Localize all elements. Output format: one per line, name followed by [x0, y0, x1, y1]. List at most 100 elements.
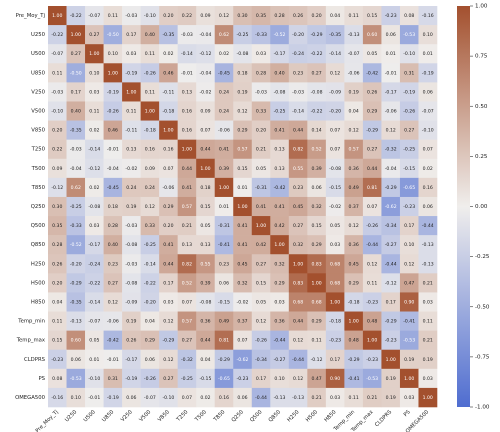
cell: [307, 387, 327, 408]
cell-label: 0.47: [404, 280, 414, 286]
cell: [325, 25, 345, 45]
colorbar-tick-label: 0.50: [475, 104, 488, 110]
cell: [418, 101, 438, 121]
cell-label: 0.06: [145, 357, 155, 363]
cell: [325, 196, 345, 217]
cell: [177, 63, 197, 83]
cell: [122, 158, 141, 179]
cell: [307, 82, 327, 102]
cell-label: 0.45: [293, 204, 303, 210]
cell-label: -0.35: [329, 32, 341, 38]
cell-label: 0.81: [219, 338, 229, 344]
cell: [196, 368, 216, 389]
cell-label: 0.17: [330, 357, 340, 363]
cell-label: -0.35: [162, 32, 174, 38]
cell: [344, 349, 364, 370]
cell-label: 0.01: [386, 51, 396, 57]
cell-label: -0.33: [255, 32, 267, 38]
y-tick-label: T500: [31, 166, 46, 172]
y-tick-label: Q850: [31, 242, 46, 248]
cell: [196, 273, 216, 293]
x-tick-label: H250: [286, 409, 301, 424]
cell-label: -0.32: [181, 357, 193, 363]
cell: [233, 177, 253, 198]
cell: [344, 82, 364, 102]
cell: [66, 6, 86, 26]
cell: [270, 82, 290, 102]
cell-label: 0.44: [293, 319, 303, 325]
cell-label: 0.11: [367, 280, 377, 286]
cell: [48, 235, 67, 255]
cell-label: -0.20: [329, 109, 341, 115]
cell: [196, 120, 216, 140]
cell: [399, 254, 419, 274]
cell: [288, 139, 308, 160]
cell: [399, 216, 419, 236]
cell-label: 0.11: [145, 89, 155, 95]
cell-label: 0.29: [311, 242, 321, 248]
cell: [140, 292, 160, 312]
cell: [399, 63, 419, 83]
cell-label: -0.08: [237, 51, 249, 57]
cell: [48, 158, 67, 179]
cell-label: 1.00: [349, 319, 359, 325]
cell-label: 0.01: [89, 357, 99, 363]
cell: [362, 120, 382, 140]
cell: [344, 330, 364, 351]
cell: [344, 158, 364, 179]
cell-label: -0.04: [200, 32, 212, 38]
cell: [344, 292, 364, 312]
cell-label: -0.23: [237, 376, 249, 382]
cell: [344, 177, 364, 198]
cell: [214, 44, 234, 64]
cell-label: -0.35: [70, 299, 82, 305]
cell-label: 0.90: [404, 299, 414, 305]
cell: [381, 177, 401, 198]
cell: [307, 235, 327, 255]
cell-label: 0.32: [311, 204, 321, 210]
cell: [233, 330, 253, 351]
y-tick-label: T850: [31, 185, 46, 191]
cell-label: -0.16: [422, 13, 434, 19]
cell-label: 0.68: [311, 299, 321, 305]
cell: [381, 273, 401, 293]
cell-label: 0.09: [52, 166, 62, 172]
cell-label: 0.17: [126, 32, 136, 38]
cell-label: 0.19: [349, 89, 359, 95]
cell-label: -0.14: [181, 51, 193, 57]
cell: [214, 330, 234, 351]
cell-label: 0.21: [423, 338, 433, 344]
cell: [418, 311, 438, 331]
cell-label: 0.81: [367, 185, 377, 191]
cell-label: 0.11: [52, 319, 62, 325]
cell-label: 0.40: [108, 242, 118, 248]
cell-label: 0.14: [311, 128, 321, 134]
cell-label: 0.55: [293, 166, 303, 172]
cell: [270, 158, 290, 179]
cell-label: -0.33: [70, 223, 82, 229]
cell: [362, 139, 382, 160]
cell: [270, 25, 290, 45]
cell: [418, 349, 438, 370]
x-tick-label: Q250: [231, 409, 246, 424]
cell-label: -0.34: [385, 223, 397, 229]
cell: [66, 101, 86, 121]
cell: [399, 387, 419, 408]
cell: [140, 139, 160, 160]
cell-label: 1.00: [163, 128, 173, 134]
cell: [270, 6, 290, 26]
cell: [288, 120, 308, 140]
cell: [288, 311, 308, 331]
colorbar-tick-label: 0.00: [475, 204, 488, 210]
cell: [399, 44, 419, 64]
cell: [362, 368, 382, 389]
cell: [214, 6, 234, 26]
cell-label: -0.03: [125, 223, 137, 229]
cell-label: -0.19: [403, 89, 415, 95]
cell: [159, 82, 178, 102]
cell: [399, 330, 419, 351]
cell-label: -0.41: [218, 242, 230, 248]
cell: [140, 349, 160, 370]
cell: [344, 216, 364, 236]
cell: [288, 101, 308, 121]
